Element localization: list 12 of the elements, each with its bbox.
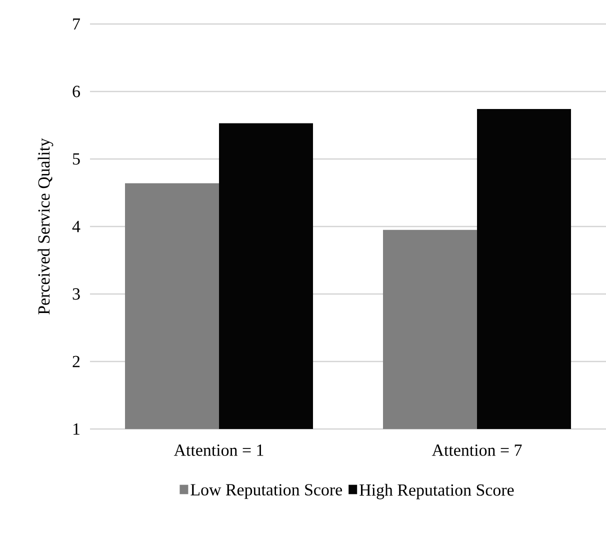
x-tick-label: Attention = 7 [432, 444, 522, 456]
y-tick-label: 6 [72, 86, 80, 98]
y-tick-label: 2 [72, 356, 80, 368]
y-tick-label: 5 [72, 153, 80, 165]
x-tick-label: Attention = 1 [174, 444, 264, 456]
y-axis-title: Perceived Service Quality [38, 138, 54, 314]
y-tick-label: 3 [72, 288, 80, 300]
y-tick-label: 4 [72, 220, 80, 232]
y-tick-label: 1 [73, 423, 80, 435]
y-tick-label: 7 [73, 18, 80, 30]
legend-label: Low Reputation Score [190, 484, 342, 499]
legend-label: High Reputation Score [360, 484, 514, 500]
